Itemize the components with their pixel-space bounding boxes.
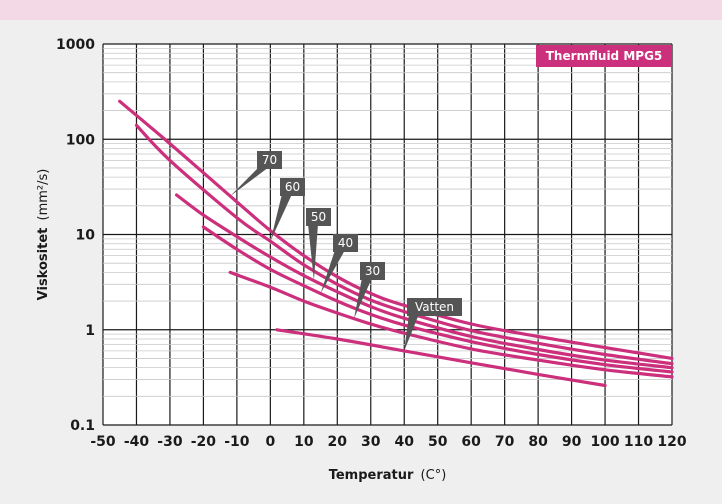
callout-box	[407, 298, 462, 316]
callout-box	[333, 234, 358, 252]
series-line-70	[118, 99, 674, 360]
x-tick-label: 110	[624, 434, 653, 450]
x-tick-label: 90	[562, 434, 582, 450]
callout-pointer	[320, 250, 345, 294]
series-label: Vatten	[415, 300, 454, 314]
callout-box	[306, 208, 331, 226]
x-tick-label: 120	[657, 434, 686, 450]
y-axis-label: Viskositet	[36, 228, 51, 301]
callout-pointer	[404, 314, 419, 351]
callout-60: 60	[270, 178, 305, 242]
x-tick-label: -10	[224, 434, 250, 450]
x-tick-labels: -50 -40 -30 -20 -10 0 10 20 30 40 50 60 70 80 90 100 110…	[90, 434, 687, 450]
series-line-vatten	[275, 328, 607, 388]
y-axis-title: Viskositet (mm²/s)	[36, 169, 51, 301]
series-line-40	[201, 225, 674, 374]
series-line-50	[175, 193, 674, 370]
series-line-60	[134, 123, 674, 366]
x-tick-label: 80	[528, 434, 548, 450]
x-tick-label: 40	[394, 434, 414, 450]
x-tick-label: -30	[157, 434, 183, 450]
x-tick-label: -50	[90, 434, 116, 450]
y-tick-label: 10	[76, 228, 96, 244]
series-label: 30	[365, 264, 380, 278]
y-tick-label: 1	[85, 323, 95, 339]
chart-title: Thermfluid MPG5	[546, 49, 663, 63]
callout-box	[257, 151, 282, 169]
x-axis-label: Temperatur	[329, 468, 414, 483]
callout-40: 40	[320, 234, 358, 294]
series-label: 40	[338, 236, 353, 250]
callout-50: 50	[306, 208, 331, 281]
x-tick-label: 70	[495, 434, 515, 450]
callout-pointer	[230, 167, 269, 197]
callout-vatten: Vatten	[404, 298, 462, 351]
x-tick-label: 20	[328, 434, 348, 450]
x-tick-label: 0	[265, 434, 275, 450]
y-tick-labels: 1000 100 10 1 0.1	[56, 37, 95, 434]
x-axis-unit: (C°)	[421, 468, 447, 483]
callout-pointer	[308, 224, 318, 281]
series-line-30	[228, 270, 674, 379]
x-tick-label: -40	[124, 434, 150, 450]
y-tick-label: 1000	[56, 37, 95, 53]
header-band	[0, 0, 722, 20]
title-badge-background	[536, 45, 672, 67]
series-label: 60	[285, 180, 300, 194]
y-tick-label: 100	[66, 132, 95, 148]
chart-title-badge: Thermfluid MPG5	[536, 45, 672, 67]
y-axis-unit: (mm²/s)	[36, 169, 51, 221]
x-tick-label: -20	[191, 434, 217, 450]
x-axis-title: Temperatur (C°)	[329, 468, 447, 483]
callout-30: 30	[354, 262, 385, 319]
callout-70: 70	[230, 151, 282, 197]
callout-pointer	[270, 194, 292, 242]
series-group	[118, 99, 674, 388]
x-tick-label: 50	[428, 434, 448, 450]
callout-box	[360, 262, 385, 280]
series-label: 70	[262, 153, 277, 167]
x-tick-label: 10	[294, 434, 314, 450]
x-tick-label: 30	[361, 434, 381, 450]
callout-pointer	[354, 278, 372, 319]
callout-group: 70 60 50 40 30 Vatten	[230, 151, 462, 351]
series-label: 50	[311, 210, 326, 224]
x-tick-label: 60	[461, 434, 481, 450]
callout-box	[280, 178, 305, 196]
x-tick-label: 100	[590, 434, 619, 450]
y-tick-label: 0.1	[70, 418, 95, 434]
